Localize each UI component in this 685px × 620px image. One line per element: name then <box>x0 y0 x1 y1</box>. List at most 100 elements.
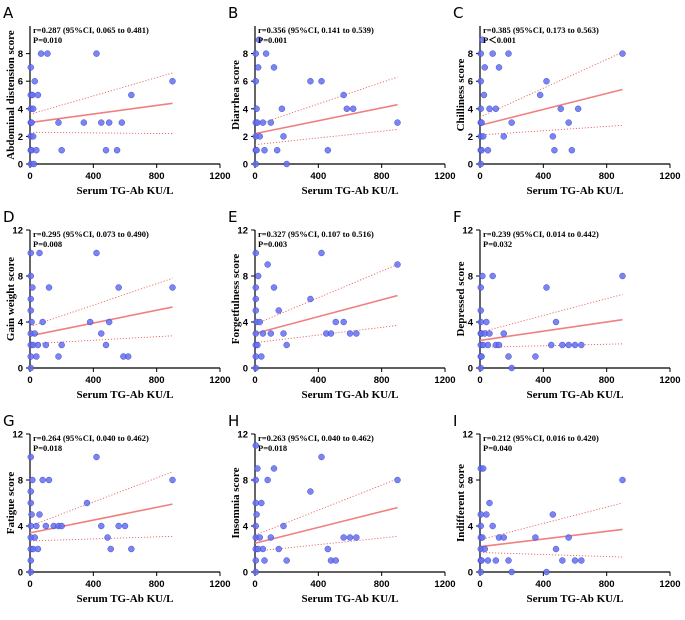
data-point <box>565 119 572 126</box>
x-axis-title: Serum TG-Ab KU/L <box>302 389 399 401</box>
data-point <box>93 453 100 461</box>
panel-f: F 0 4 8 12 0 400 800 1200 Serum TG-Ab KU/L Depress… <box>453 208 681 401</box>
data-point <box>252 353 259 360</box>
data-point <box>33 353 40 360</box>
data-point <box>252 295 259 303</box>
y-tick-label: 8 <box>18 272 23 283</box>
data-point <box>98 330 105 337</box>
data-point <box>270 284 278 291</box>
data-point <box>483 318 490 326</box>
data-point <box>478 557 485 564</box>
data-point <box>124 353 132 360</box>
data-point <box>578 341 585 349</box>
data-point <box>33 522 40 530</box>
panel-letter: I <box>453 412 457 430</box>
y-tick-label: 8 <box>243 272 248 283</box>
y-tick-label: 0 <box>468 160 473 171</box>
data-point <box>557 105 564 113</box>
x-tick-label: 1200 <box>434 375 455 386</box>
data-point <box>29 105 37 113</box>
data-point <box>478 353 485 360</box>
data-point <box>267 534 275 541</box>
data-point <box>253 146 260 154</box>
panel-a: A 0 2 4 6 8 0 400 800 1200 Serum TG-Ab KU/L Abdomin… <box>3 4 231 197</box>
y-tick-label: 8 <box>468 476 473 487</box>
data-point <box>549 133 557 140</box>
x-tick-label: 800 <box>149 579 165 590</box>
y-tick-label: 0 <box>468 364 473 375</box>
y-axis-title: Indifferent score <box>455 464 467 542</box>
data-point <box>479 36 486 43</box>
y-tick-label: 12 <box>462 430 473 441</box>
data-point <box>483 511 490 518</box>
data-point <box>115 522 122 530</box>
y-tick-label: 2 <box>18 132 23 143</box>
stat-correlation: r=0.295 (95%CI, 0.073 to 0.490) <box>33 229 149 239</box>
data-point <box>252 568 259 576</box>
data-point <box>559 557 566 564</box>
x-tick-label: 0 <box>477 375 482 386</box>
data-point <box>486 330 493 337</box>
regression-line <box>479 318 623 342</box>
ci-lower-line <box>479 124 623 136</box>
data-point <box>259 119 267 126</box>
data-point <box>536 91 544 99</box>
x-tick-label: 0 <box>27 171 32 182</box>
data-point <box>619 272 626 280</box>
data-point <box>565 341 572 349</box>
x-tick-label: 400 <box>85 171 101 182</box>
data-point <box>484 341 492 349</box>
data-point <box>258 353 265 360</box>
data-point <box>55 119 62 126</box>
x-axis-title: Serum TG-Ab KU/L <box>302 185 399 197</box>
data-point <box>505 557 512 564</box>
x-tick-label: 1200 <box>209 579 230 590</box>
data-point <box>254 341 261 349</box>
data-point <box>532 534 539 541</box>
data-point <box>254 272 262 280</box>
ci-upper-line <box>29 471 173 527</box>
data-point <box>318 453 325 461</box>
data-point <box>256 318 263 326</box>
x-tick-label: 800 <box>599 375 615 386</box>
regression-line <box>479 88 623 127</box>
data-point <box>479 272 486 280</box>
x-tick-label: 800 <box>374 375 390 386</box>
data-point <box>169 284 176 291</box>
data-point <box>253 105 260 113</box>
data-point <box>559 341 566 349</box>
data-point <box>258 499 265 507</box>
panel-letter: A <box>3 4 14 22</box>
data-point <box>479 534 486 541</box>
data-point <box>619 476 626 484</box>
x-axis-title: Serum TG-Ab KU/L <box>302 593 399 605</box>
data-point <box>27 353 34 360</box>
data-point <box>543 284 550 291</box>
data-point <box>340 91 347 99</box>
stat-p-value: P=0.003 <box>258 239 287 249</box>
data-point <box>29 476 36 484</box>
data-point <box>31 330 38 337</box>
data-point <box>252 557 259 564</box>
data-point <box>39 318 46 326</box>
x-axis-title: Serum TG-Ab KU/L <box>527 185 624 197</box>
data-point <box>574 105 582 113</box>
regression-line <box>29 102 173 124</box>
data-point <box>80 119 88 126</box>
data-point <box>508 568 515 576</box>
y-axis-title: Gain weight score <box>5 257 17 341</box>
data-point <box>571 557 579 564</box>
data-point <box>44 50 51 57</box>
data-point <box>270 64 278 71</box>
data-point <box>307 488 314 495</box>
ci-upper-line <box>29 72 173 115</box>
panel-letter: E <box>228 208 237 226</box>
y-tick-label: 6 <box>243 77 248 88</box>
x-tick-label: 400 <box>310 579 326 590</box>
data-point <box>324 545 332 553</box>
data-point <box>481 64 488 71</box>
x-tick-label: 1200 <box>209 375 230 386</box>
data-point <box>34 341 42 349</box>
data-point <box>107 545 114 553</box>
data-point <box>283 557 290 564</box>
